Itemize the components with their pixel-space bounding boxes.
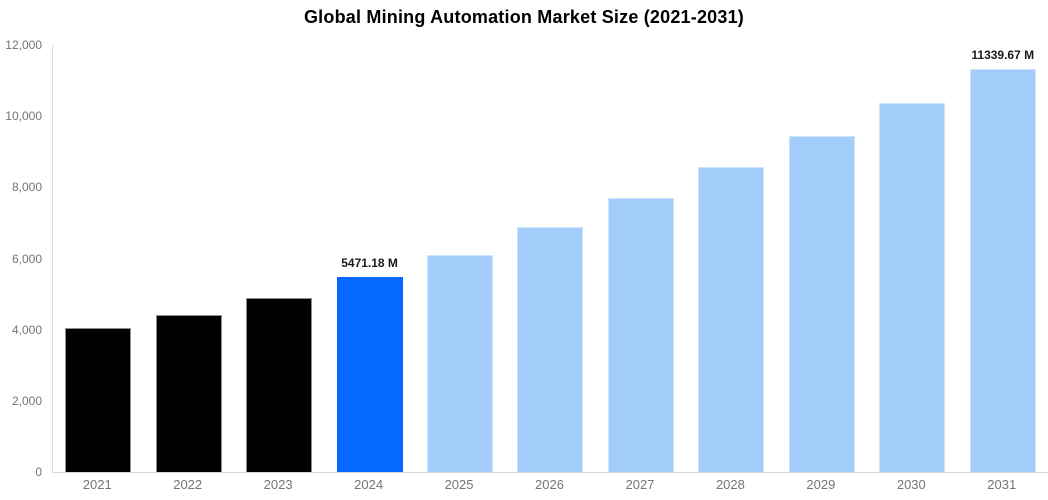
x-label-2031: 2031 bbox=[987, 477, 1017, 492]
y-tick-label-0: 0 bbox=[35, 465, 42, 479]
x-label-2027: 2027 bbox=[625, 477, 655, 492]
bar-cell-2027 bbox=[596, 45, 686, 472]
x-label-2023: 2023 bbox=[263, 477, 293, 492]
bar-2021 bbox=[65, 328, 132, 472]
bar-2031 bbox=[969, 68, 1036, 472]
y-axis: 0 2,000 4,000 6,000 8,000 10,000 12,000 bbox=[0, 38, 46, 479]
bar-cell-2025 bbox=[415, 45, 505, 472]
bar-2024 bbox=[336, 277, 403, 472]
y-tick-label-6000: 6,000 bbox=[11, 251, 42, 266]
value-label-2031: 11339.67 M bbox=[971, 47, 1035, 62]
plot-area: 5471.18 M 11339.67 M bbox=[52, 45, 1048, 473]
x-label-2028: 2028 bbox=[715, 477, 745, 492]
value-label-2024: 5471.18 M bbox=[341, 256, 398, 271]
bar-cell-2026 bbox=[505, 45, 595, 472]
x-label-2025: 2025 bbox=[444, 477, 474, 492]
y-tick-label-2000: 2,000 bbox=[11, 393, 42, 408]
bar-2026 bbox=[517, 226, 584, 472]
bar-2027 bbox=[607, 198, 674, 472]
bar-cell-2028 bbox=[686, 45, 776, 472]
chart-title: Global Mining Automation Market Size (20… bbox=[303, 7, 745, 27]
bar-cell-2029 bbox=[777, 45, 867, 472]
bar-cell-2030 bbox=[867, 45, 957, 472]
y-tick-label-10000: 10,000 bbox=[5, 109, 42, 124]
x-label-2021: 2021 bbox=[82, 477, 112, 492]
y-tick-label-4000: 4,000 bbox=[11, 322, 42, 337]
bar-cell-2022 bbox=[143, 45, 233, 472]
bar-2030 bbox=[879, 103, 946, 472]
x-label-2022: 2022 bbox=[173, 477, 203, 492]
bar-2029 bbox=[788, 136, 855, 472]
bar-cell-2031: 11339.67 M bbox=[958, 45, 1048, 472]
x-label-2030: 2030 bbox=[896, 477, 926, 492]
bars-row: 5471.18 M 11339.67 M bbox=[53, 45, 1048, 472]
x-label-2024: 2024 bbox=[354, 477, 384, 492]
bar-2022 bbox=[155, 314, 222, 472]
x-label-2026: 2026 bbox=[535, 477, 564, 492]
bar-2025 bbox=[427, 254, 494, 472]
x-label-2029: 2029 bbox=[806, 477, 836, 492]
y-tick-label-8000: 8,000 bbox=[11, 180, 42, 195]
bar-2023 bbox=[246, 298, 313, 472]
x-axis-labels: 2021 2022 2023 2024 2025 2026 2027 2028 2029 2030… bbox=[52, 477, 1047, 492]
y-tick-label-12000: 12,000 bbox=[5, 38, 42, 52]
bar-cell-2021 bbox=[53, 45, 143, 472]
bar-cell-2024: 5471.18 M bbox=[324, 45, 414, 472]
bar-2028 bbox=[698, 167, 765, 472]
bar-cell-2023 bbox=[234, 45, 324, 472]
